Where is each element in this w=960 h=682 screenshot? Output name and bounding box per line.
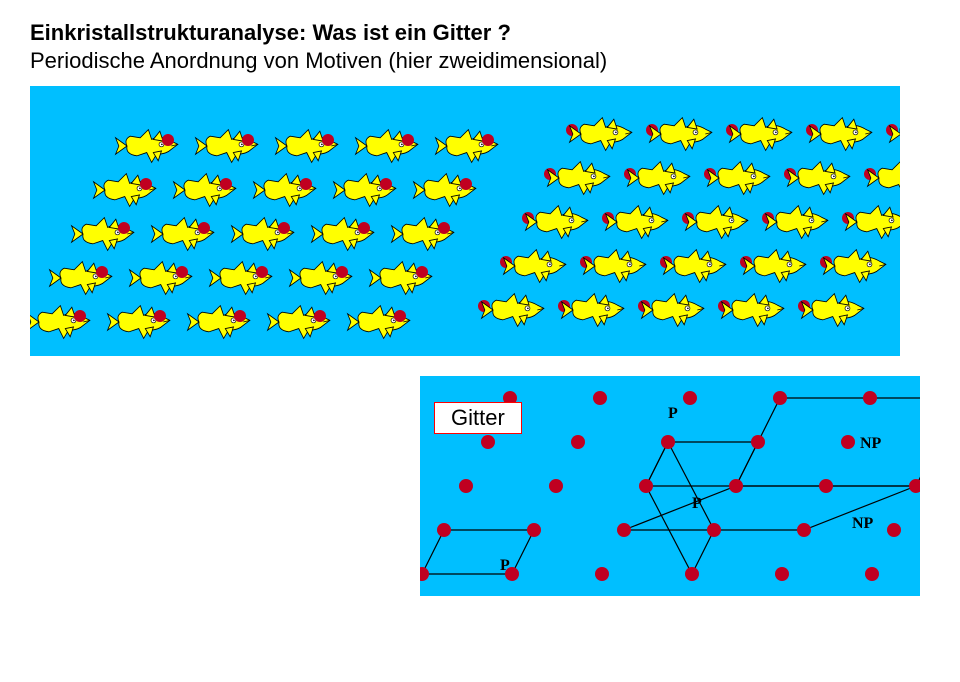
motif-lattice-panel xyxy=(30,86,900,356)
motif-lattice-svg xyxy=(30,86,900,356)
page-subtitle: Periodische Anordnung von Motiven (hier … xyxy=(30,48,930,74)
page-title: Einkristallstrukturanalyse: Was ist ein … xyxy=(30,20,930,46)
cell-label: NP xyxy=(860,435,882,452)
lattice-diagram-panel: PNPPNPP Gitter xyxy=(420,376,920,596)
cell-label: P xyxy=(668,405,678,422)
lattice-diagram-wrap: PNPPNPP Gitter xyxy=(420,376,920,596)
cell-label: P xyxy=(692,495,702,512)
lattice-label: Gitter xyxy=(434,402,522,434)
cell-label: NP xyxy=(852,515,874,532)
